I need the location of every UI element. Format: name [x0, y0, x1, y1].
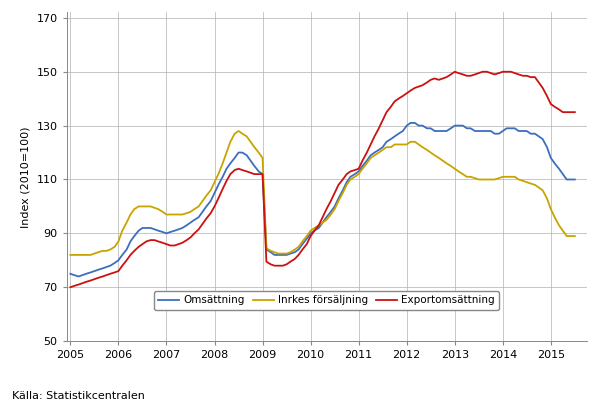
Omsättning: [571, 177, 578, 182]
Omsättning: [103, 265, 110, 270]
Omsättning: [75, 274, 82, 279]
Text: Källa: Statistikcentralen: Källa: Statistikcentralen: [12, 391, 145, 401]
Inrkes försäljning: [307, 228, 314, 233]
Inrkes försäljning: [379, 147, 387, 152]
Exportomsättning: [195, 227, 202, 232]
Inrkes försäljning: [195, 204, 202, 209]
Omsättning: [67, 271, 74, 276]
Inrkes försäljning: [67, 253, 74, 258]
Omsättning: [379, 145, 387, 150]
Inrkes försäljning: [571, 233, 578, 238]
Omsättning: [367, 153, 374, 158]
Line: Omsättning: Omsättning: [70, 123, 575, 277]
Exportomsättning: [375, 126, 382, 131]
Omsättning: [307, 231, 314, 236]
Exportomsättning: [451, 69, 459, 74]
Line: Inrkes försäljning: Inrkes försäljning: [70, 131, 575, 255]
Omsättning: [199, 209, 206, 214]
Legend: Omsättning, Inrkes försäljning, Exportomsättning: Omsättning, Inrkes försäljning, Exportom…: [154, 291, 499, 310]
Omsättning: [403, 123, 410, 128]
Line: Exportomsättning: Exportomsättning: [70, 72, 575, 287]
Exportomsättning: [363, 150, 370, 155]
Y-axis label: Index (2010=100): Index (2010=100): [21, 126, 31, 228]
Inrkes försäljning: [403, 142, 410, 147]
Omsättning: [407, 120, 414, 125]
Exportomsättning: [303, 242, 310, 247]
Exportomsättning: [67, 285, 74, 290]
Exportomsättning: [99, 274, 106, 279]
Exportomsättning: [571, 110, 578, 115]
Exportomsättning: [399, 94, 407, 99]
Inrkes försäljning: [235, 129, 242, 134]
Inrkes försäljning: [99, 248, 106, 253]
Inrkes försäljning: [367, 156, 374, 161]
